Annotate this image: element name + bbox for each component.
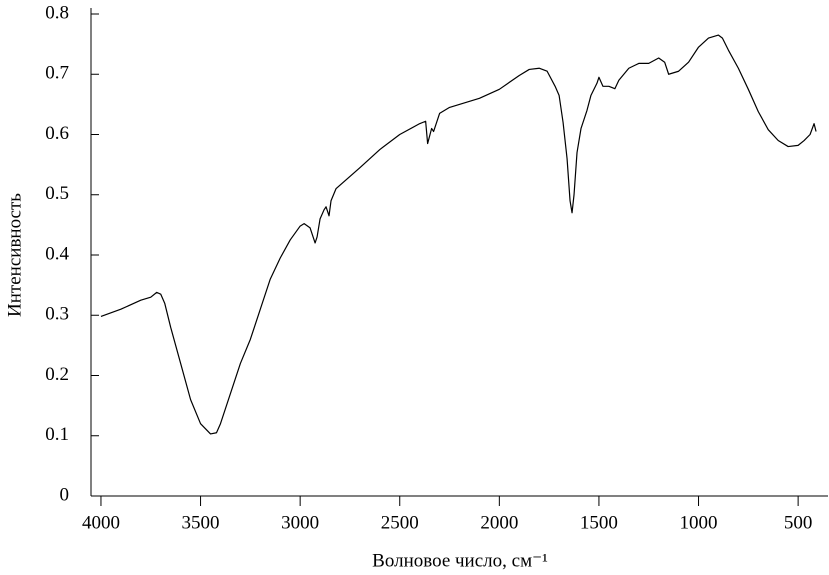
x-tick-label: 3500 (182, 512, 220, 533)
y-axis-label: Интенсивность (4, 193, 25, 317)
y-tick-label: 0.3 (45, 304, 69, 325)
x-tick-label: 2500 (381, 512, 419, 533)
y-tick-label: 0.6 (45, 123, 69, 144)
x-tick-label: 4000 (82, 512, 120, 533)
x-axis-label: Волновое число, см⁻¹ (372, 550, 548, 571)
y-tick-label: 0.1 (45, 424, 69, 445)
x-tick-label: 1000 (680, 512, 718, 533)
x-tick-label: 1500 (580, 512, 618, 533)
y-tick-label: 0.2 (45, 364, 69, 385)
y-tick-label: 0.4 (45, 243, 69, 264)
x-tick-label: 3000 (281, 512, 319, 533)
y-tick-label: 0.7 (45, 63, 69, 84)
x-tick-label: 500 (784, 512, 813, 533)
x-tick-label: 2000 (480, 512, 518, 533)
y-tick-label: 0 (60, 484, 70, 505)
y-tick-label: 0.8 (45, 2, 69, 23)
y-tick-label: 0.5 (45, 183, 69, 204)
spectrum-line (100, 34, 817, 435)
